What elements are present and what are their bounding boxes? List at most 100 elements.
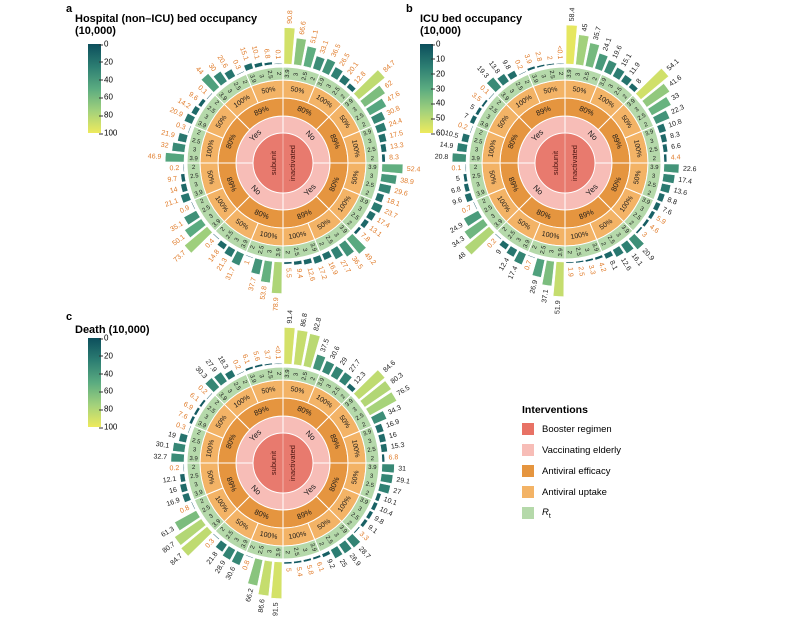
rt-label: 2.5 [206, 105, 217, 115]
rt-label: 3 [575, 72, 582, 77]
rt-label: 3.9 [599, 77, 608, 88]
rt-label: 3 [203, 414, 210, 421]
rt-label: 2.5 [606, 235, 616, 246]
rt-label: 3 [356, 206, 363, 213]
bar-value-label: 36.5 [350, 256, 364, 271]
rt-label: 3.9 [530, 74, 539, 84]
bar-value-label: 5 [468, 104, 475, 112]
bar [172, 442, 187, 453]
bar [370, 111, 386, 125]
rt-label: 2.5 [349, 512, 360, 522]
bar-value-label: 13.8 [487, 60, 501, 75]
bar [451, 152, 467, 163]
bar-value-label: 10.1 [382, 496, 397, 507]
rt-label: 2.5 [201, 204, 212, 214]
bar [353, 526, 361, 534]
bar [472, 201, 478, 210]
bar [260, 259, 273, 284]
bar-value-label: 1.9 [566, 267, 573, 277]
rt-label: 3 [194, 182, 199, 189]
bar-value-label: 3.9 [523, 53, 533, 65]
rt-label: 3 [226, 388, 233, 395]
bar [381, 463, 395, 474]
panel-letter-c: c [66, 311, 73, 323]
rt-label: 3.9 [248, 374, 257, 384]
rt-label: 3 [651, 173, 656, 180]
rt-label: 3.9 [317, 77, 326, 88]
bar [182, 463, 185, 473]
bar [174, 510, 201, 531]
rt-label: 2.5 [637, 112, 648, 122]
bar [374, 423, 385, 434]
bar [302, 257, 313, 266]
ring-booster [253, 133, 313, 193]
bar [346, 382, 357, 393]
bar [527, 254, 536, 259]
bar-value-label: 30.3 [194, 365, 208, 380]
bar-value-label: 9.6 [187, 91, 199, 102]
bar [190, 501, 196, 510]
rt-label: 2 [478, 130, 484, 137]
bar-value-label: 12.4 [498, 257, 511, 272]
rt-label: 3 [549, 249, 556, 254]
rt-label: 2.5 [631, 212, 642, 222]
rt-label: 2.5 [266, 370, 273, 380]
bar-value-label: 26.9 [348, 552, 362, 567]
bar [312, 353, 326, 372]
bar [359, 85, 386, 108]
bar [641, 218, 650, 228]
bar [293, 37, 307, 67]
bar-value-label: 4.6 [648, 224, 660, 235]
rt-label: 3 [352, 106, 359, 113]
bar [180, 192, 192, 204]
rt-label: 3.9 [285, 369, 291, 378]
booster-label-inactivated: inactivated [570, 145, 579, 181]
bar-value-label: 16.9 [385, 418, 400, 429]
bar [379, 473, 394, 484]
rt-label: 3.9 [499, 92, 509, 103]
rt-label: 2.5 [301, 371, 309, 381]
bar-value-label: 28.9 [214, 560, 227, 575]
rt-label: 3.9 [212, 218, 223, 228]
rt-label: 3.9 [627, 98, 638, 108]
bar [647, 96, 672, 116]
rt-label: 2.5 [332, 386, 342, 397]
rt-label: 2 [200, 198, 206, 205]
bar [575, 259, 584, 264]
rt-label: 3 [368, 138, 373, 145]
bar [283, 261, 293, 265]
bar [224, 369, 236, 381]
rt-label: 2 [250, 244, 257, 250]
bar-value-label: 5 [455, 175, 460, 183]
rt-label: 2.5 [355, 112, 366, 122]
bar-value-label: 12.1 [162, 476, 177, 485]
legend-swatch [522, 465, 534, 477]
rt-label: 3.9 [558, 247, 564, 256]
rt-label: 3 [476, 182, 481, 189]
colorbar-tick-label: 10 [431, 54, 445, 64]
bar-value-label: 24.4 [388, 117, 403, 128]
bar [603, 59, 618, 76]
rt-label: 2.5 [292, 547, 299, 557]
legend-item: Antiviral efficacy [522, 465, 621, 477]
bar [183, 210, 201, 226]
rt-label: 3 [539, 74, 546, 79]
rt-label: 2 [361, 122, 367, 129]
bar [463, 182, 471, 193]
ring-rt-segment [527, 66, 566, 87]
bar [213, 70, 228, 87]
bar-value-label: 6.1 [188, 392, 200, 403]
bar-value-label: 0.3 [204, 538, 216, 550]
uptake-label: 100% [488, 139, 498, 158]
rt-label: 2.5 [473, 138, 483, 146]
bar [480, 99, 489, 108]
uptake-label: 100% [288, 531, 307, 541]
bar-value-label: 14.9 [439, 141, 454, 150]
rt-label: 2.5 [190, 473, 200, 480]
bar-value-label: 17.4 [375, 217, 390, 230]
legend-label: Rt [542, 507, 551, 520]
bar [379, 143, 387, 153]
bar [293, 329, 309, 367]
rt-label: 2 [646, 190, 652, 197]
bar [552, 261, 565, 297]
